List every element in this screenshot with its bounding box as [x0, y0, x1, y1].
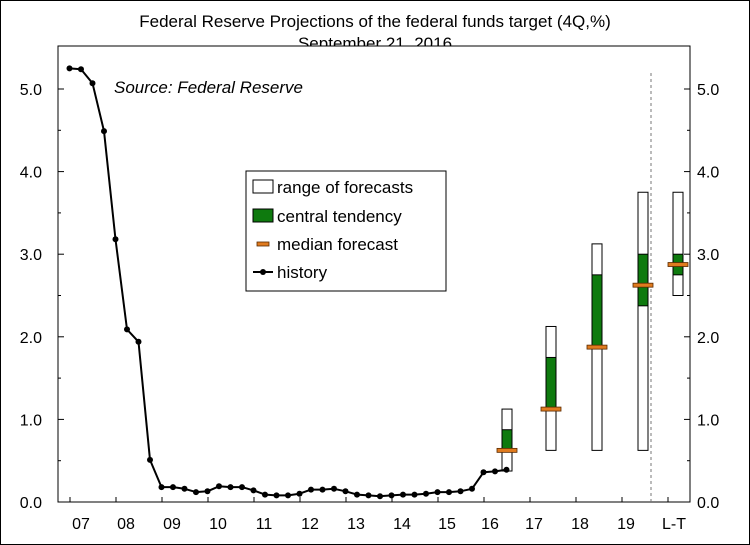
history-point: [285, 492, 291, 499]
y-tick-label-right: 5.0: [697, 82, 719, 99]
y-tick-label-right: 4.0: [697, 165, 719, 182]
history-point: [400, 491, 406, 498]
history-point: [423, 490, 429, 497]
median-marker: [540, 406, 562, 412]
history-series: [66, 65, 510, 500]
history-point: [388, 492, 395, 499]
chart-title: Federal Reserve Projections of the feder…: [139, 12, 611, 31]
x-tick-label: 11: [256, 516, 273, 533]
x-tick-label: 17: [525, 516, 543, 533]
history-point: [411, 491, 418, 498]
history-point: [492, 468, 498, 475]
x-axis-ticks: 07 08 09 10 11 12 13 14 15 16 17 18 19 L-T: [69, 497, 686, 533]
history-point: [181, 485, 188, 492]
history-point: [204, 488, 211, 495]
history-point: [354, 491, 360, 498]
history-point: [193, 489, 199, 496]
history-point: [250, 487, 257, 494]
history-point: [296, 490, 303, 497]
legend-median-label: median forecast: [277, 235, 398, 254]
history-point: [480, 469, 487, 476]
x-tick-label: 14: [393, 516, 411, 533]
history-point: [469, 485, 475, 492]
legend-central-label: central tendency: [277, 207, 402, 226]
source-annotation: Source: Federal Reserve: [114, 78, 303, 97]
history-point: [112, 236, 119, 243]
history-point: [101, 128, 107, 135]
x-tick-label: 09: [163, 516, 181, 533]
history-point: [66, 65, 73, 72]
x-tick-label: L-T: [662, 516, 686, 533]
history-point: [342, 488, 349, 495]
y-tick-label-right: 1.0: [697, 412, 719, 429]
legend-box: [245, 170, 447, 292]
y-tick-label-right: 3.0: [697, 247, 719, 264]
history-point: [446, 489, 452, 496]
history-point: [158, 484, 165, 491]
central-bar: [637, 253, 649, 307]
legend-range-swatch: [252, 179, 274, 194]
median-marker: [632, 282, 654, 288]
history-point: [135, 338, 142, 345]
x-tick-label: 08: [117, 516, 135, 533]
history-point: [273, 492, 280, 499]
history-point: [216, 483, 222, 490]
x-tick-label: 15: [438, 516, 456, 533]
range-bar: [637, 191, 649, 451]
x-tick-label: 18: [571, 516, 589, 533]
projection-bars: [496, 191, 689, 472]
range-bar: [672, 191, 684, 296]
x-tick-label: 07: [72, 516, 90, 533]
history-point: [365, 492, 372, 499]
history-point: [503, 466, 510, 473]
legend-range-label: range of forecasts: [277, 178, 413, 197]
y-tick-label-left: 5.0: [20, 82, 42, 99]
x-tick-label: 19: [617, 516, 635, 533]
x-tick-label: 13: [347, 516, 365, 533]
y-tick-label-left: 1.0: [20, 412, 42, 429]
legend-history-marker: [260, 269, 266, 275]
history-point: [147, 456, 153, 463]
history-point: [319, 486, 326, 493]
legend-central-swatch: [252, 208, 274, 223]
history-point: [227, 484, 234, 491]
y-tick-label-left: 2.0: [20, 330, 42, 347]
history-point: [434, 489, 441, 496]
history-point: [331, 485, 337, 492]
history-point: [308, 486, 314, 493]
y-tick-label-right: 2.0: [697, 330, 719, 347]
history-point: [457, 488, 464, 495]
history-point: [239, 484, 245, 491]
history-point: [89, 80, 96, 87]
central-bar: [545, 356, 557, 410]
legend-history-label: history: [277, 263, 328, 282]
median-marker: [667, 262, 689, 267]
history-point: [124, 326, 130, 333]
y-tick-label-left: 4.0: [20, 165, 42, 182]
median-marker: [586, 344, 608, 350]
history-point: [170, 484, 176, 491]
x-tick-label: 16: [481, 516, 499, 533]
legend: range of forecasts central tendency medi…: [245, 170, 447, 292]
y-tick-label-left: 3.0: [20, 247, 42, 264]
history-point: [262, 491, 268, 498]
y-tick-label-left: 0.0: [20, 495, 42, 512]
x-tick-label: 12: [301, 516, 319, 533]
central-bar: [591, 274, 603, 348]
central-bar: [501, 429, 513, 451]
legend-median-swatch: [256, 241, 270, 247]
x-tick-label: 10: [209, 516, 227, 533]
y-tick-label-right: 0.0: [697, 495, 719, 512]
history-point: [78, 66, 84, 73]
median-marker: [496, 447, 518, 453]
y-axis-ticks: 0.0 0.0 1.0 1.0 2.0 2.0 3.0 3.0 4.0 4.0 5.0 5.0: [20, 82, 720, 512]
history-point: [377, 493, 383, 500]
